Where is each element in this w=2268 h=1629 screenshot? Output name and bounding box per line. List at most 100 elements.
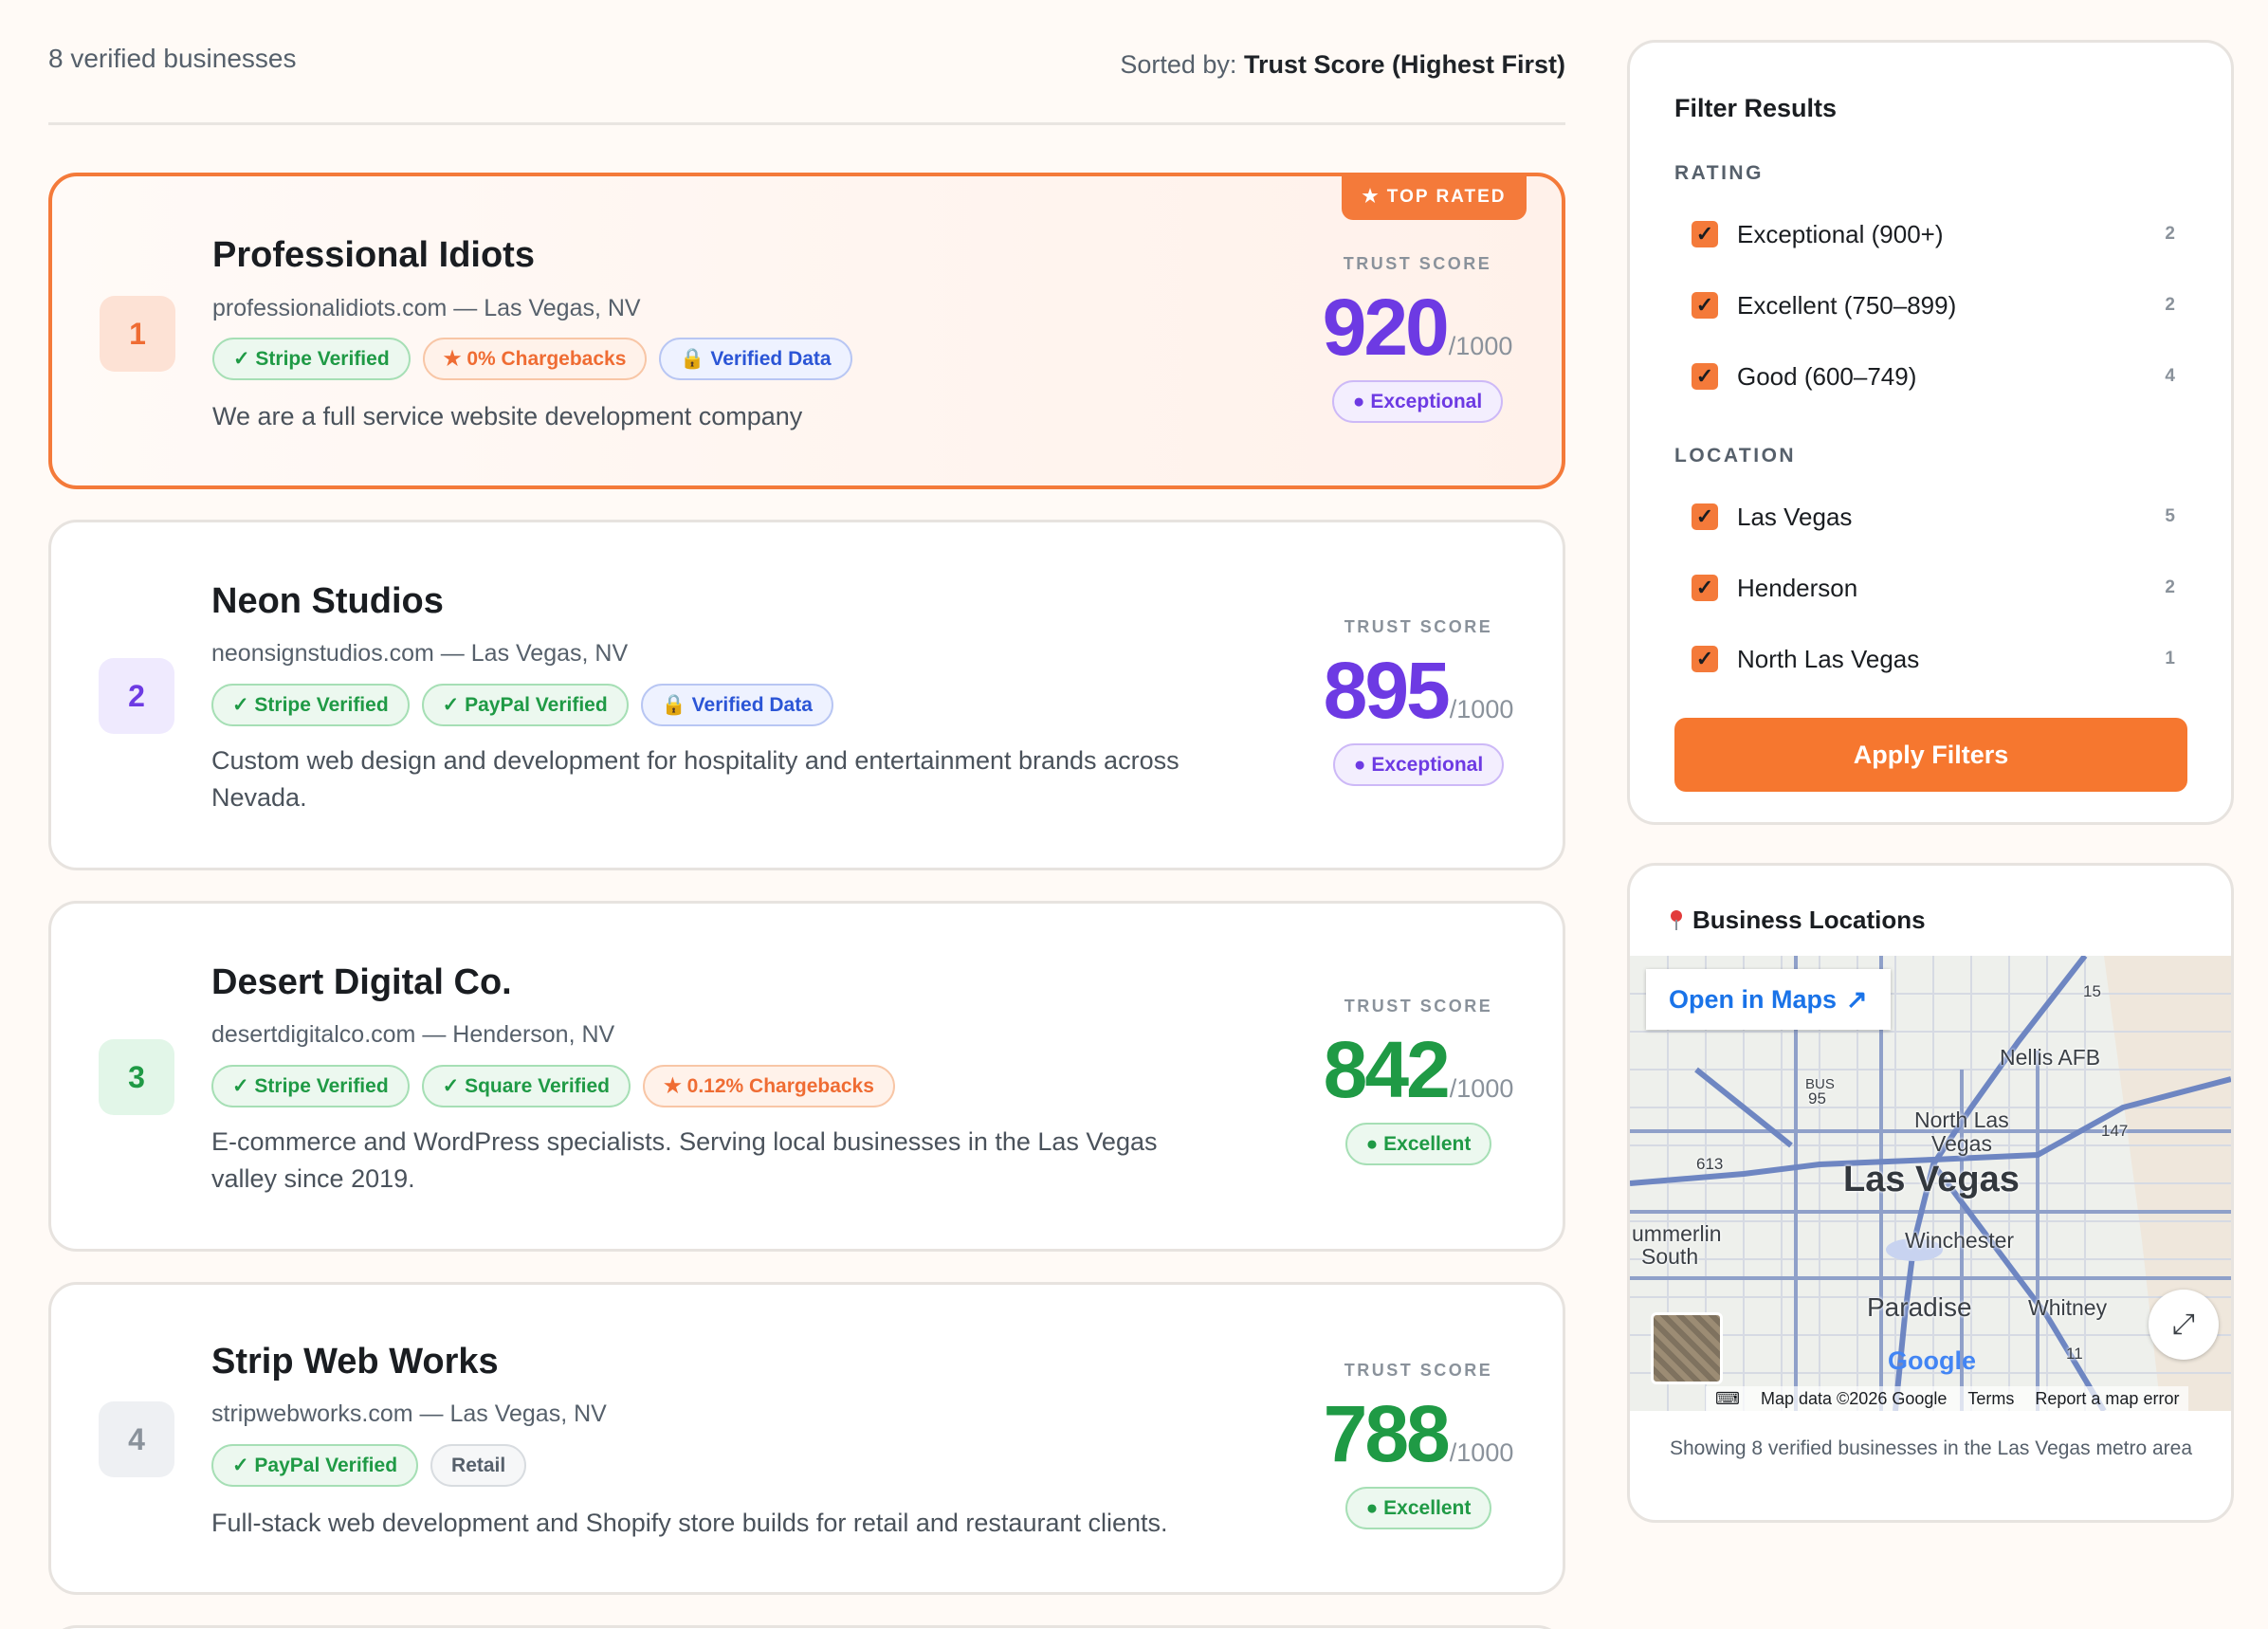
option-count: 5 xyxy=(2165,506,2175,526)
option-label: Excellent (750–899) xyxy=(1737,290,1957,320)
route-95-shield: 95 xyxy=(1808,1089,1826,1107)
tier-badge: ● Excellent xyxy=(1344,1123,1492,1165)
satellite-toggle[interactable] xyxy=(1651,1312,1723,1384)
trust-score-max: /1000 xyxy=(1448,332,1513,360)
business-card[interactable]: 4 Strip Web Works stripwebworks.com — La… xyxy=(48,1282,1565,1595)
paypal-verified-badge: ✓ PayPal Verified xyxy=(211,1444,419,1487)
option-count: 2 xyxy=(2165,224,2175,244)
chargebacks-badge: ★ 0% Chargebacks xyxy=(422,338,648,380)
map-label-whitney: Whitney xyxy=(2028,1295,2108,1320)
map-footer-text: Showing 8 verified businesses in the Las… xyxy=(1670,1437,2192,1459)
route-613-shield: 613 xyxy=(1696,1155,1724,1173)
trust-score-label: TRUST SCORE xyxy=(1344,1361,1493,1380)
map-label-nellis: Nellis AFB xyxy=(2000,1045,2101,1070)
business-description: Full-stack web development and Shopify s… xyxy=(211,1509,1168,1537)
stripe-verified-badge: ✓ Stripe Verified xyxy=(211,684,410,726)
apply-filters-button[interactable]: Apply Filters xyxy=(1674,718,2187,792)
business-card[interactable]: 2 Neon Studios neonsignstudios.com — Las… xyxy=(48,520,1565,870)
rank-badge: 4 xyxy=(99,1401,174,1477)
business-site[interactable]: neonsignstudios.com — Las Vegas, NV xyxy=(211,640,629,667)
checkbox-checked-icon[interactable]: ✓ xyxy=(1692,646,1718,672)
sort-indicator[interactable]: Sorted by: Trust Score (Highest First) xyxy=(1120,50,1565,80)
map-label-las-vegas: Las Vegas xyxy=(1843,1160,2020,1199)
trust-score: TRUST SCORE 842 /1000 ● Excellent xyxy=(1314,997,1523,1165)
stripe-verified-badge: ✓ Stripe Verified xyxy=(212,338,411,380)
filter-option-excellent[interactable]: ✓ Excellent (750–899) 2 xyxy=(1692,286,2175,324)
business-card[interactable]: 3 Desert Digital Co. desertdigitalco.com… xyxy=(48,901,1565,1252)
rank-badge: 1 xyxy=(100,296,175,372)
badge-list: ✓ Stripe Verified ★ 0% Chargebacks 🔒 Ver… xyxy=(212,338,852,380)
trust-score-value: 842 xyxy=(1323,1025,1451,1114)
keyboard-shortcuts-icon[interactable]: ⌨ xyxy=(1715,1388,1740,1408)
map-label-north-las-vegas-2: Vegas xyxy=(1931,1131,1992,1156)
trust-score-value: 920 xyxy=(1322,283,1450,372)
route-11-shield: 11 xyxy=(2066,1345,2083,1363)
results-count: 8 verified businesses xyxy=(48,44,297,73)
trust-score: TRUST SCORE 920 /1000 ● Exceptional xyxy=(1313,254,1522,423)
terms-link[interactable]: Terms xyxy=(1967,1388,2015,1408)
checkbox-checked-icon[interactable]: ✓ xyxy=(1692,503,1718,530)
business-description: We are a full service website developmen… xyxy=(212,402,803,430)
tier-badge: ● Exceptional xyxy=(1332,743,1505,786)
trust-score-value: 788 xyxy=(1323,1389,1451,1478)
report-error-link[interactable]: Report a map error xyxy=(2035,1388,2180,1408)
business-site[interactable]: professionalidiots.com — Las Vegas, NV xyxy=(212,295,641,321)
trust-score-label: TRUST SCORE xyxy=(1344,997,1493,1016)
tier-badge: ● Excellent xyxy=(1344,1487,1492,1529)
business-description: E-commerce and WordPress specialists. Se… xyxy=(211,1127,1158,1193)
filter-option-good[interactable]: ✓ Good (600–749) 4 xyxy=(1692,357,2175,395)
rating-heading: RATING xyxy=(1674,162,1764,184)
option-label: Las Vegas xyxy=(1737,502,1853,531)
trust-score-label: TRUST SCORE xyxy=(1343,254,1492,273)
filter-option-las-vegas[interactable]: ✓ Las Vegas 5 xyxy=(1692,498,2175,536)
filter-option-exceptional[interactable]: ✓ Exceptional (900+) 2 xyxy=(1692,215,2175,253)
sort-value: Trust Score (Highest First) xyxy=(1243,50,1565,79)
google-logo-text: Google xyxy=(1888,1346,1976,1375)
map-roads xyxy=(1630,956,2231,1411)
map-view[interactable]: Nellis AFB North Las Vegas Las Vegas umm… xyxy=(1630,956,2231,1411)
option-count: 2 xyxy=(2165,577,2175,597)
option-label: Exceptional (900+) xyxy=(1737,219,1944,248)
option-count: 1 xyxy=(2165,649,2175,668)
checkbox-checked-icon[interactable]: ✓ xyxy=(1692,363,1718,390)
route-15-shield: 15 xyxy=(2083,982,2101,1000)
results-column: 8 verified businesses Sorted by: Trust S… xyxy=(48,0,1565,1629)
business-name[interactable]: Desert Digital Co. xyxy=(211,962,512,1002)
badge-list: ✓ PayPal Verified Retail xyxy=(211,1444,527,1487)
open-in-maps-button[interactable]: Open in Maps ↗ xyxy=(1646,969,1891,1030)
business-card[interactable] xyxy=(48,1625,1565,1629)
badge-list: ✓ Stripe Verified ✓ Square Verified ★ 0.… xyxy=(211,1065,895,1107)
rank-badge: 3 xyxy=(99,1039,174,1115)
route-147-shield: 147 xyxy=(2101,1122,2129,1140)
filter-option-north-las-vegas[interactable]: ✓ North Las Vegas 1 xyxy=(1692,640,2175,678)
trust-score-max: /1000 xyxy=(1449,1074,1514,1103)
verified-data-badge: 🔒 Verified Data xyxy=(640,684,833,726)
fullscreen-icon[interactable]: ⤢ xyxy=(2149,1290,2219,1360)
checkbox-checked-icon[interactable]: ✓ xyxy=(1692,292,1718,319)
map-card-title: Business Locations xyxy=(1670,906,1926,935)
option-label: North Las Vegas xyxy=(1737,644,1920,673)
tier-badge: ● Exceptional xyxy=(1331,380,1504,423)
map-pin-icon xyxy=(1670,909,1683,931)
location-heading: LOCATION xyxy=(1674,445,1797,467)
trust-score-value: 895 xyxy=(1323,646,1451,735)
trust-score-label: TRUST SCORE xyxy=(1344,617,1493,636)
checkbox-checked-icon[interactable]: ✓ xyxy=(1692,221,1718,247)
rank-badge: 2 xyxy=(99,658,174,734)
route-bus-shield: BUS xyxy=(1805,1076,1835,1092)
square-verified-badge: ✓ Square Verified xyxy=(421,1065,631,1107)
business-site[interactable]: stripwebworks.com — Las Vegas, NV xyxy=(211,1400,607,1427)
filter-option-henderson[interactable]: ✓ Henderson 2 xyxy=(1692,569,2175,607)
business-name[interactable]: Professional Idiots xyxy=(212,235,535,275)
option-label: Henderson xyxy=(1737,573,1858,602)
external-link-icon: ↗ xyxy=(1846,984,1868,1014)
business-card[interactable]: ★ TOP RATED 1 Professional Idiots profes… xyxy=(48,173,1565,489)
map-label-summerlin: ummerlin xyxy=(1632,1221,1722,1246)
option-label: Good (600–749) xyxy=(1737,361,1917,391)
checkbox-checked-icon[interactable]: ✓ xyxy=(1692,575,1718,601)
business-site[interactable]: desertdigitalco.com — Henderson, NV xyxy=(211,1021,615,1048)
business-name[interactable]: Neon Studios xyxy=(211,581,444,621)
map-attribution: ⌨ Map data ©2026 Google Terms Report a m… xyxy=(1706,1386,2189,1411)
business-name[interactable]: Strip Web Works xyxy=(211,1342,499,1382)
business-description: Custom web design and development for ho… xyxy=(211,746,1180,812)
